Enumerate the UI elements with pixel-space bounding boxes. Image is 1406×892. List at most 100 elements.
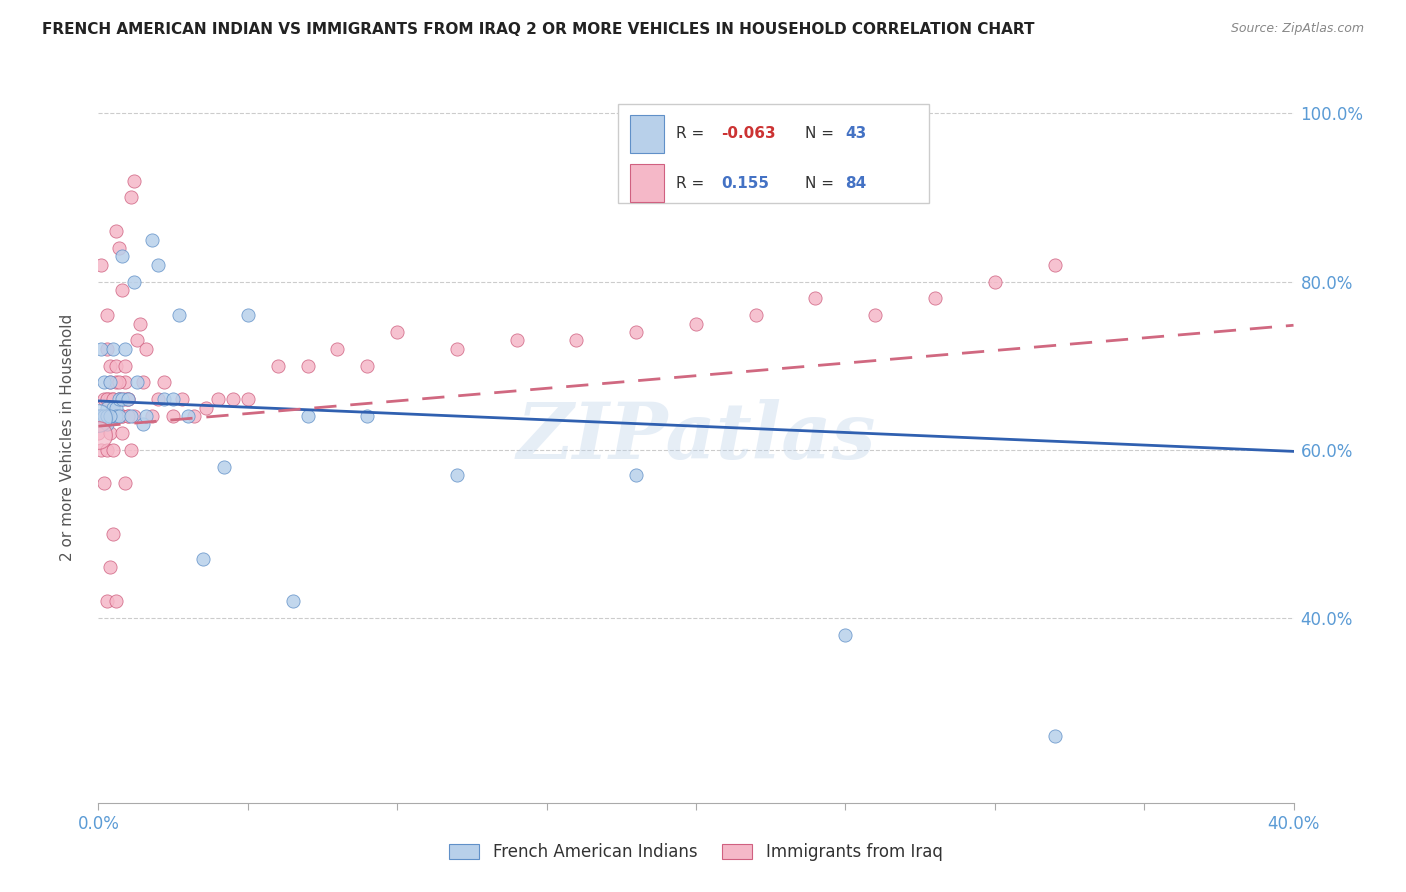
Point xyxy=(626,325,648,339)
Point xyxy=(153,392,176,407)
Point xyxy=(446,467,468,482)
Point xyxy=(141,409,163,423)
Point xyxy=(117,392,139,407)
Point xyxy=(103,401,125,415)
Point xyxy=(281,594,304,608)
Point xyxy=(103,442,125,457)
Text: Source: ZipAtlas.com: Source: ZipAtlas.com xyxy=(1230,22,1364,36)
Point xyxy=(177,409,200,423)
Point xyxy=(96,392,118,407)
Point xyxy=(105,409,128,423)
Point xyxy=(98,376,122,390)
Point xyxy=(96,392,118,407)
Point xyxy=(111,283,134,297)
Point xyxy=(297,359,319,373)
Point xyxy=(103,401,125,415)
Text: 84: 84 xyxy=(845,176,866,191)
Point xyxy=(111,249,134,263)
Point xyxy=(103,392,125,407)
Text: -0.063: -0.063 xyxy=(721,127,776,142)
Point xyxy=(87,410,110,425)
Point xyxy=(93,409,115,423)
Point xyxy=(111,409,134,423)
Point xyxy=(90,258,112,272)
Point xyxy=(96,409,118,423)
Point xyxy=(326,342,349,356)
Point xyxy=(87,409,110,423)
Point xyxy=(148,258,170,272)
Point xyxy=(141,233,163,247)
Point xyxy=(98,409,122,423)
Point xyxy=(446,342,468,356)
Point xyxy=(162,409,184,423)
Point xyxy=(356,359,378,373)
Point xyxy=(90,409,112,423)
Point xyxy=(103,409,125,423)
Point xyxy=(132,417,155,432)
Bar xyxy=(630,164,664,202)
Point xyxy=(127,376,149,390)
Point xyxy=(132,376,155,390)
Point xyxy=(98,409,122,423)
Point xyxy=(1043,729,1066,743)
Point xyxy=(98,376,122,390)
Point xyxy=(1043,258,1066,272)
Point xyxy=(167,308,190,322)
Point xyxy=(506,334,529,348)
Point xyxy=(96,442,118,457)
Point xyxy=(98,392,122,407)
Point xyxy=(105,594,128,608)
Point xyxy=(111,425,134,440)
Point xyxy=(111,392,134,407)
Point xyxy=(153,376,176,390)
Point xyxy=(103,392,125,407)
Text: R =: R = xyxy=(676,127,709,142)
Point xyxy=(191,552,214,566)
Text: FRENCH AMERICAN INDIAN VS IMMIGRANTS FROM IRAQ 2 OR MORE VEHICLES IN HOUSEHOLD C: FRENCH AMERICAN INDIAN VS IMMIGRANTS FRO… xyxy=(42,22,1035,37)
Point xyxy=(93,476,115,491)
Point xyxy=(105,376,128,390)
Point xyxy=(135,409,157,423)
Point xyxy=(108,392,131,407)
Point xyxy=(96,417,118,432)
Point xyxy=(183,409,205,423)
Point xyxy=(98,425,122,440)
Point xyxy=(117,409,139,423)
Point xyxy=(114,376,136,390)
Text: 0.155: 0.155 xyxy=(721,176,769,191)
Point xyxy=(385,325,409,339)
Point xyxy=(105,359,128,373)
Point xyxy=(108,409,131,423)
Point xyxy=(626,467,648,482)
Point xyxy=(105,224,128,238)
Point xyxy=(111,392,134,407)
Point xyxy=(103,342,125,356)
Legend: French American Indians, Immigrants from Iraq: French American Indians, Immigrants from… xyxy=(443,837,949,868)
Point xyxy=(98,560,122,574)
Point xyxy=(108,241,131,255)
Point xyxy=(865,308,887,322)
Point xyxy=(87,427,110,442)
Y-axis label: 2 or more Vehicles in Household: 2 or more Vehicles in Household xyxy=(60,313,75,561)
Point xyxy=(172,392,194,407)
Bar xyxy=(619,104,929,203)
Point xyxy=(93,392,115,407)
Point xyxy=(117,392,139,407)
Point xyxy=(212,459,235,474)
Point xyxy=(108,409,131,423)
Point xyxy=(124,409,146,423)
Point xyxy=(98,409,122,423)
Text: ZIPatlas: ZIPatlas xyxy=(516,399,876,475)
Point xyxy=(162,392,184,407)
Point xyxy=(93,409,115,423)
Point xyxy=(108,376,131,390)
Point xyxy=(124,275,146,289)
Point xyxy=(120,409,142,423)
Point xyxy=(565,334,588,348)
Point xyxy=(745,308,768,322)
Point xyxy=(90,342,112,356)
Point xyxy=(834,627,856,641)
Point xyxy=(267,359,290,373)
Point xyxy=(129,317,152,331)
Text: 43: 43 xyxy=(845,127,866,142)
